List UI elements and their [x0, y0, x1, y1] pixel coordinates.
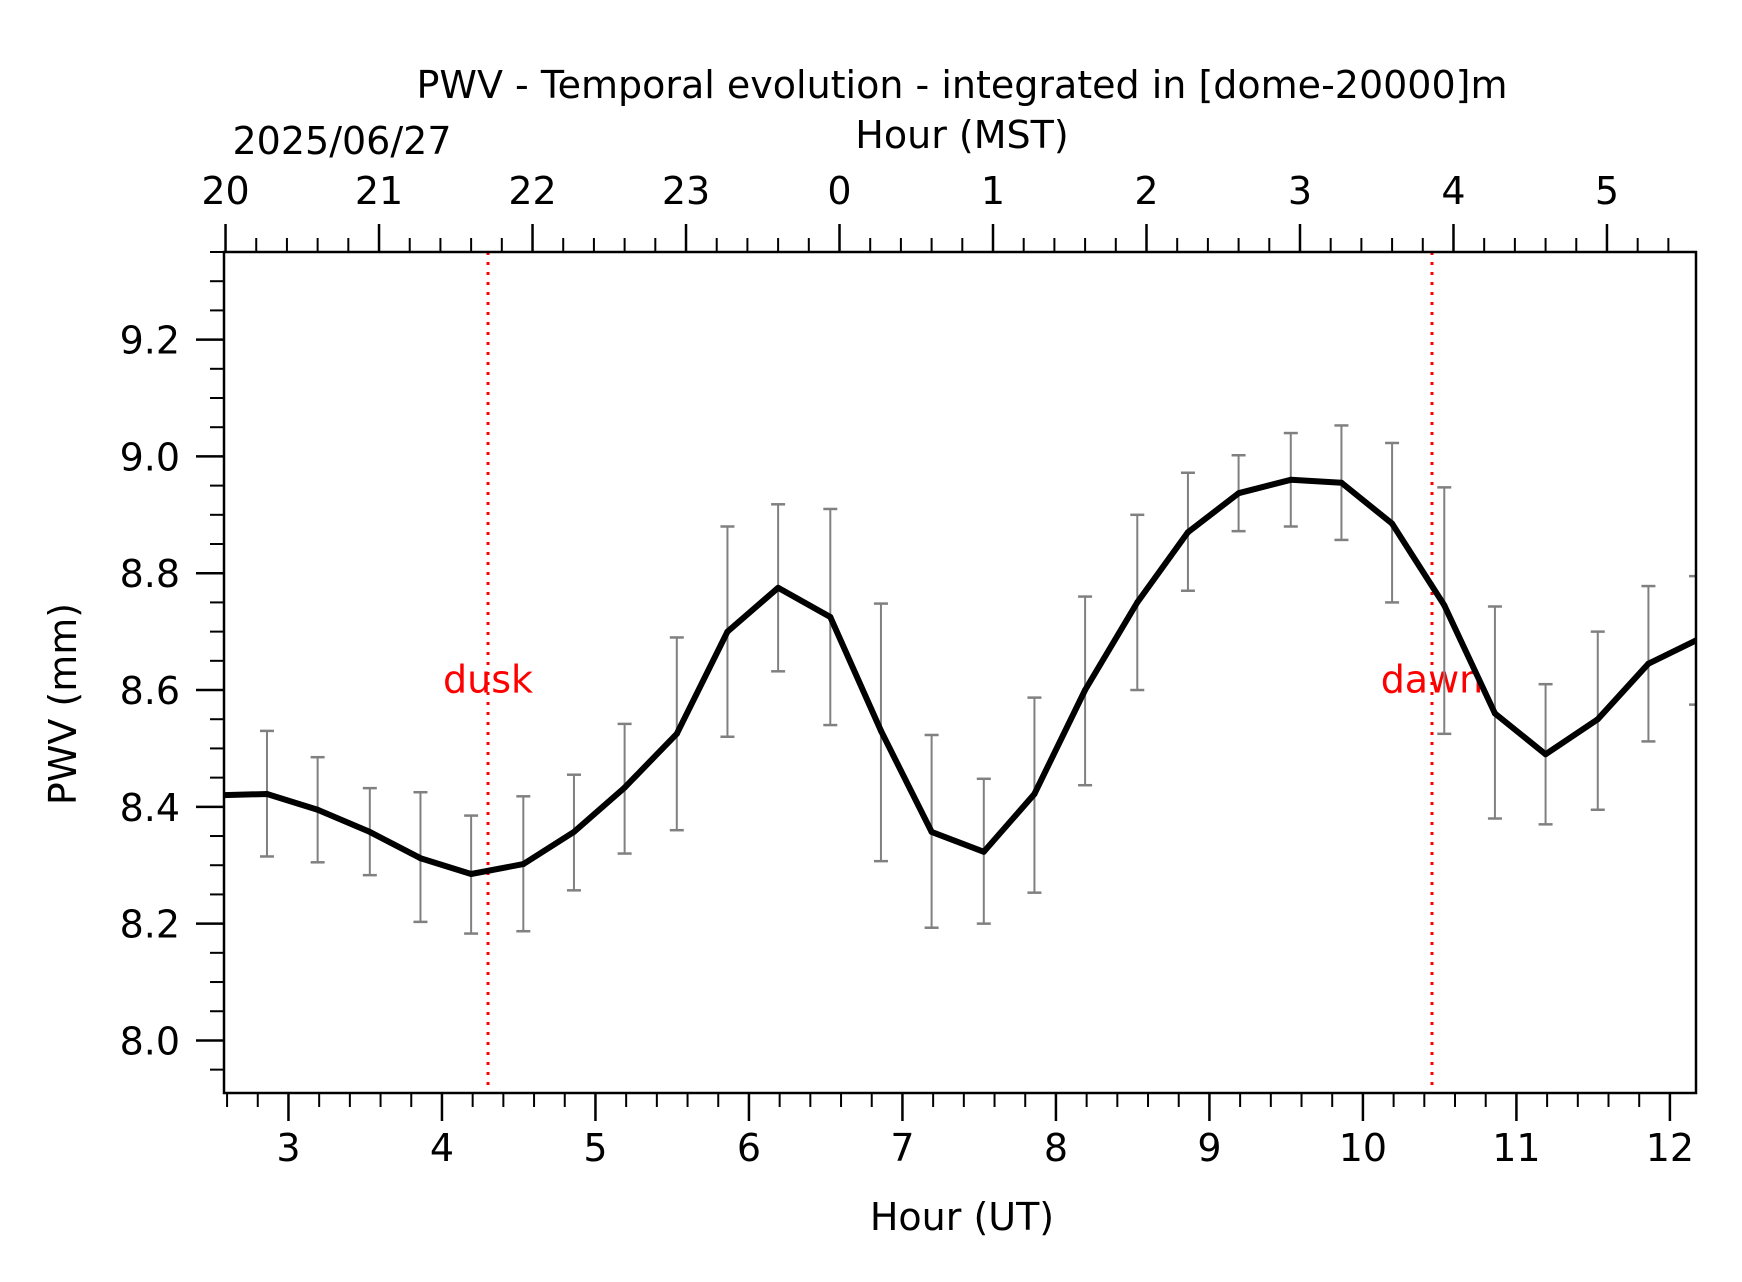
- plot-frame: [222, 250, 1698, 1095]
- top-tick-label: 21: [355, 169, 403, 213]
- x-tick-label: 3: [276, 1126, 300, 1170]
- chart-title: PWV - Temporal evolution - integrated in…: [416, 63, 1507, 107]
- pwv-data-point: [468, 870, 475, 877]
- pwv-data-point: [1031, 790, 1038, 797]
- top-tick-label: 20: [201, 169, 249, 213]
- pwv-data-point: [1134, 599, 1141, 606]
- minor-ticks: [210, 238, 1670, 1107]
- pwv-data-point: [980, 848, 987, 855]
- top-tick-label: 23: [662, 169, 710, 213]
- y-tick-label: 8.0: [120, 1019, 180, 1063]
- y-tick-label: 8.6: [120, 669, 180, 713]
- pwv-data-point: [621, 784, 628, 791]
- pwv-data-point: [520, 861, 527, 868]
- y-tick-labels: 8.0 8.2 8.4 8.6 8.8 9.0 9.2: [120, 319, 180, 1064]
- pwv-data-point: [1594, 716, 1601, 723]
- top-tick-label: 2: [1134, 169, 1158, 213]
- pwv-data-point: [673, 730, 680, 737]
- top-tick-label: 4: [1441, 169, 1465, 213]
- x-tick-label: 9: [1197, 1126, 1221, 1170]
- pwv-data-point: [827, 614, 834, 621]
- top-tick-label: 0: [827, 169, 851, 213]
- pwv-data-point: [1441, 602, 1448, 609]
- date-label: 2025/06/27: [232, 119, 451, 163]
- x-tick-label: 6: [737, 1126, 761, 1170]
- pwv-data-point: [1082, 687, 1089, 694]
- pwv-data-point: [417, 855, 424, 862]
- pwv-data-point: [1389, 520, 1396, 527]
- pwv-series-line: [224, 476, 1696, 877]
- series-lines: [224, 476, 1696, 877]
- x-tick-label: 11: [1492, 1126, 1540, 1170]
- top-tick-label: 1: [981, 169, 1005, 213]
- pwv-data-point: [263, 790, 270, 797]
- pwv-data-point: [1235, 490, 1242, 497]
- pwv-data-point: [366, 828, 373, 835]
- top-tick-label: 3: [1288, 169, 1312, 213]
- x-tick-label: 8: [1044, 1126, 1068, 1170]
- pwv-data-point: [1542, 751, 1549, 758]
- x-tick-label: 5: [583, 1126, 607, 1170]
- x-tick-labels: 3 4 5 6 7 8 9 10 11 12: [276, 1126, 1694, 1170]
- pwv-data-point: [928, 828, 935, 835]
- x-axis-label: Hour (UT): [870, 1195, 1054, 1239]
- pwv-data-point: [1287, 476, 1294, 483]
- y-axis-label: PWV (mm): [41, 603, 85, 805]
- major-ticks: [196, 224, 1672, 1121]
- top-axis-label: Hour (MST): [855, 113, 1068, 157]
- y-tick-label: 8.4: [120, 786, 180, 830]
- pwv-data-point: [570, 828, 577, 835]
- pwv-data-point: [314, 806, 321, 813]
- y-tick-label: 9.0: [120, 435, 180, 479]
- x-tick-label: 10: [1339, 1126, 1387, 1170]
- x-tick-label: 7: [890, 1126, 914, 1170]
- pwv-data-point: [877, 727, 884, 734]
- y-tick-label: 9.2: [120, 319, 180, 363]
- dawn-label: dawn: [1381, 657, 1484, 701]
- dusk-label: dusk: [443, 657, 533, 701]
- pwv-data-point: [775, 584, 782, 591]
- top-tick-label: 22: [508, 169, 556, 213]
- y-tick-label: 8.2: [120, 903, 180, 947]
- pwv-data-point: [1184, 529, 1191, 536]
- x-tick-label: 12: [1646, 1126, 1694, 1170]
- pwv-data-point: [724, 628, 731, 635]
- pwv-data-point: [1645, 660, 1652, 667]
- pwv-data-point: [1338, 479, 1345, 486]
- pwv-data-point: [1491, 710, 1498, 717]
- top-tick-label: 5: [1595, 169, 1619, 213]
- event-markers: dusk dawn: [443, 252, 1483, 1093]
- x-tick-label: 4: [430, 1126, 454, 1170]
- y-tick-label: 8.8: [120, 552, 180, 596]
- top-tick-labels: 20 21 22 23 0 1 2 3 4 5: [201, 169, 1619, 213]
